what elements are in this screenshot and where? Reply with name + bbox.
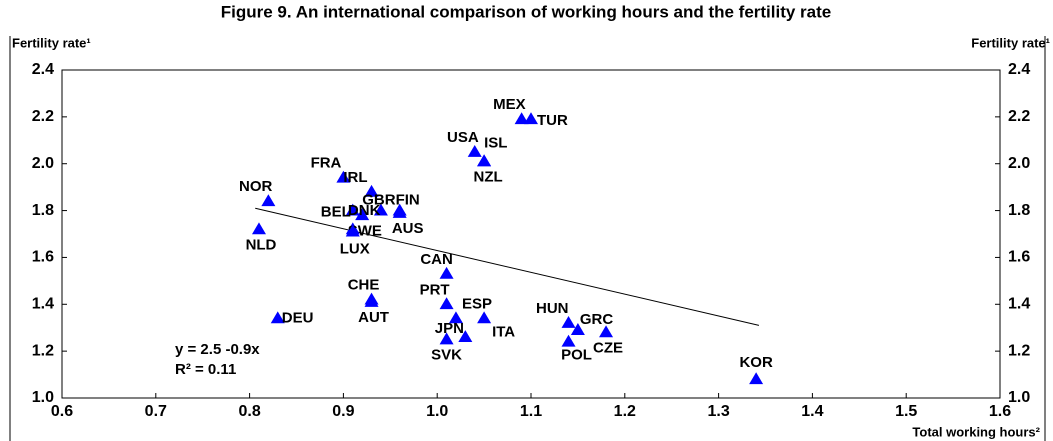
y-tick-label: 2.2 [32,108,54,125]
point [345,203,360,216]
point [392,205,407,218]
point-label: CAN [420,251,453,268]
point-label: CHE [348,277,380,294]
point-label: ITA [492,323,515,340]
point-label: FRA [311,155,342,172]
y2-tick-label: 2.4 [1008,61,1030,78]
point [261,194,276,207]
x-tick-label: 0.8 [238,403,260,420]
y-axis-label: Fertility rate¹ [12,35,91,50]
point [477,311,492,324]
point [570,323,585,335]
equation: y = 2.5 -0.9x [175,341,260,358]
y-tick-label: 2.0 [32,155,54,172]
point-label: AUT [358,309,389,326]
point [561,334,576,347]
point-label: POL [561,347,592,364]
x-tick-label: 1.6 [989,403,1011,420]
y2-tick-label: 1.8 [1008,202,1030,219]
trendline [255,207,760,326]
point [439,266,454,279]
y-tick-label: 1.4 [32,296,54,313]
y2-tick-label: 1.4 [1008,296,1030,313]
y2-tick-label: 1.2 [1008,342,1030,359]
point-label: AUS [392,220,424,237]
point-label: BEL [321,204,351,221]
point [270,311,285,324]
point [345,224,360,237]
point-label: PRT [420,281,450,298]
y2-tick-label: 1.0 [1008,389,1030,406]
point [439,332,454,345]
x-tick-label: 1.1 [520,403,542,420]
y-tick-label: 1.2 [32,342,54,359]
point-label: NZL [474,168,503,185]
point-label: NLD [246,236,277,253]
point-label: IRL [343,169,367,186]
point [355,208,370,221]
point-label: HUN [536,300,569,317]
x-tick-label: 1.3 [707,403,729,420]
point [336,170,351,183]
chart-title: Figure 9. An international comparison of… [221,2,832,21]
r-squared: R² = 0.11 [175,361,236,378]
point-label: LUX [340,241,370,258]
y2-tick-label: 1.6 [1008,249,1030,266]
point-label: ISL [484,134,507,151]
x-tick-label: 1.2 [614,403,636,420]
x-tick-label: 0.7 [145,403,167,420]
point [514,112,529,125]
point-label: KOR [739,354,773,371]
point [561,316,576,328]
y2-tick-label: 2.0 [1008,155,1030,172]
point-label: DEU [282,309,314,326]
x-tick-label: 1.4 [801,403,823,420]
point-label: FIN [396,192,420,209]
x-tick-label: 1.5 [895,403,917,420]
point [364,294,379,307]
point [448,311,463,324]
point [467,145,482,157]
point-label: JPN [435,320,464,337]
point [458,330,473,342]
point-label: CZE [593,339,623,356]
point-label: TUR [537,112,568,129]
point [477,154,492,167]
point-label: GRC [580,311,614,328]
point-label: DNK [348,202,381,219]
point [251,222,266,235]
y-tick-label: 1.0 [32,389,54,406]
point [439,297,454,310]
x-axis-label: Total working hours² [912,424,1040,439]
point-label: MEX [493,96,526,113]
x-tick-label: 1.0 [426,403,448,420]
y-tick-label: 1.6 [32,249,54,266]
point [599,325,614,338]
point-label: USA [447,129,479,146]
y2-axis-label: Fertility rate¹ [971,35,1050,50]
point [749,372,764,385]
y2-tick-label: 2.2 [1008,108,1030,125]
x-tick-label: 0.9 [332,403,354,420]
point [524,112,538,125]
y-tick-label: 2.4 [32,61,54,78]
point [373,203,388,216]
point [364,184,379,197]
point-label: SVK [431,346,462,363]
y-tick-label: 1.8 [32,202,54,219]
x-tick-label: 0.6 [51,403,73,420]
point-label: NOR [239,178,273,195]
point-label: ESP [462,295,492,312]
point-label: GBR [362,192,396,209]
